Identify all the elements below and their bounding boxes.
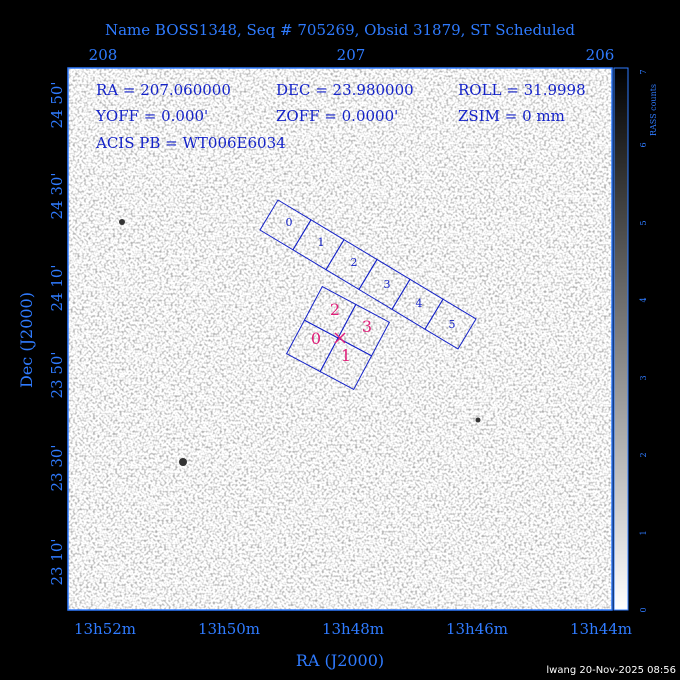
- colorbar-tick: 2: [639, 452, 648, 457]
- bottom-tick: 13h44m: [570, 620, 632, 638]
- chip-label: 2: [351, 256, 358, 269]
- info-text: ACIS PB = WT006E6034: [95, 134, 286, 152]
- chip-label: 2: [330, 300, 340, 319]
- chip-label: 4: [416, 297, 423, 310]
- top-tick: 206: [586, 46, 615, 64]
- chip-label: 0: [311, 329, 321, 348]
- left-tick: 24 10': [48, 264, 66, 311]
- top-tick: 207: [337, 46, 366, 64]
- chip-label: 3: [362, 317, 372, 336]
- footer: lwang 20-Nov-2025 08:56: [546, 665, 676, 676]
- left-tick: 23 50': [48, 351, 66, 398]
- aimpoint: [334, 332, 346, 344]
- colorbar-tick: 1: [639, 530, 648, 535]
- left-tick: 23 10': [48, 538, 66, 585]
- bottom-tick: 13h52m: [74, 620, 136, 638]
- left-tick: 24 50': [48, 81, 66, 128]
- bottom-axis-label: RA (J2000): [296, 651, 384, 670]
- top-tick: 208: [89, 46, 118, 64]
- bottom-tick: 13h46m: [446, 620, 508, 638]
- title: Name BOSS1348, Seq # 705269, Obsid 31879…: [105, 21, 575, 39]
- colorbar-label: RASS counts: [649, 84, 658, 136]
- left-tick: 24 30': [48, 172, 66, 219]
- colorbar-tick: 0: [639, 607, 648, 612]
- bottom-tick: 13h50m: [198, 620, 260, 638]
- chip-label: 0: [286, 216, 293, 229]
- colorbar-tick: 6: [639, 142, 648, 147]
- chip-label: 3: [384, 278, 391, 291]
- left-axis-label: Dec (J2000): [17, 292, 36, 388]
- info-text: ZSIM = 0 mm: [458, 107, 565, 125]
- acis-i-outline: [285, 285, 391, 391]
- info-text: YOFF = 0.000': [95, 107, 208, 125]
- colorbar: [613, 67, 629, 611]
- chip-label: 1: [318, 236, 325, 249]
- sources: [119, 219, 481, 466]
- info-text: ROLL = 31.9998: [458, 81, 586, 99]
- info-text: DEC = 23.980000: [276, 81, 414, 99]
- colorbar-tick: 5: [639, 220, 648, 225]
- chip-label: 5: [449, 318, 456, 331]
- colorbar-tick: 7: [639, 69, 648, 74]
- acis-s-outline: [259, 199, 477, 350]
- info-text: RA = 207.060000: [96, 81, 231, 99]
- left-tick: 23 30': [48, 444, 66, 491]
- chip-label: 1: [341, 346, 351, 365]
- colorbar-tick: 4: [639, 297, 648, 302]
- info-text: ZOFF = 0.0000': [276, 107, 398, 125]
- bottom-tick: 13h48m: [322, 620, 384, 638]
- plot-frame: [67, 67, 613, 611]
- colorbar-tick: 3: [639, 375, 648, 380]
